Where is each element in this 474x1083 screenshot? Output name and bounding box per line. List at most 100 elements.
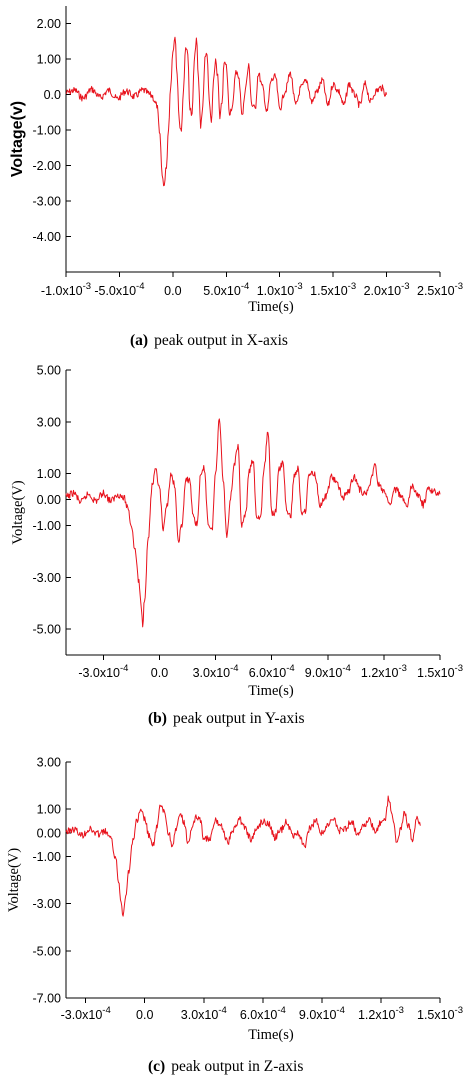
x-tick-label: 2.0x10-3 <box>364 281 410 298</box>
x-tick-label: 1.2x10-3 <box>358 1005 404 1022</box>
x-tick-label: 1.5x10-3 <box>417 663 463 680</box>
x-tick-label: 9.0x10-4 <box>305 663 351 680</box>
panel-caption: (a) peak output in X-axis <box>130 332 288 349</box>
x-tick-exponent: -3 <box>395 1005 403 1016</box>
x-tick-exponent: -3 <box>455 281 463 292</box>
x-tick-exponent: -3 <box>348 281 356 292</box>
y-axis-title: Voltage(V) <box>10 480 26 544</box>
x-tick-label: 5.0x10-4 <box>203 281 249 298</box>
panel-x-axis: 2.001.000.0-1.00-2.00-3.00-4.00-1.0x10-3… <box>9 6 463 349</box>
y-tick-label: -1.00 <box>33 124 62 138</box>
x-axis-title: Time(s) <box>248 299 294 315</box>
x-tick-label: 0.0 <box>164 284 181 298</box>
y-tick-label: -5.00 <box>33 944 62 958</box>
x-tick-base: 1.5x10 <box>417 1008 455 1022</box>
x-axis-title: Time(s) <box>248 683 294 699</box>
x-tick-base: 1.2x10 <box>358 1008 396 1022</box>
x-tick-exponent: -4 <box>241 281 249 292</box>
x-tick-label: 1.5x10-3 <box>310 281 356 298</box>
x-tick-base: 3.0x10 <box>181 1008 219 1022</box>
y-tick-label: -3.00 <box>33 195 62 209</box>
x-tick-base: -1.0x10 <box>41 284 83 298</box>
y-tick-label: -3.00 <box>33 897 62 911</box>
voltage-series-line <box>65 36 388 187</box>
panel-caption-text: peak output in Z-axis <box>171 1058 303 1075</box>
y-tick-label: 3.00 <box>37 756 61 770</box>
x-tick-base: 5.0x10 <box>203 284 241 298</box>
x-tick-label: 2.5x10-3 <box>417 281 463 298</box>
x-tick-base: 0.0 <box>136 1008 153 1022</box>
x-tick-exponent: -4 <box>230 663 238 674</box>
x-tick-label: -3.0x10-4 <box>78 663 128 680</box>
x-tick-label: 1.0x10-3 <box>257 281 303 298</box>
x-tick-exponent: -4 <box>218 1005 226 1016</box>
panel-letter: (b) <box>148 710 167 727</box>
x-tick-base: 9.0x10 <box>299 1008 337 1022</box>
x-tick-exponent: -3 <box>455 1005 463 1016</box>
y-axis-title: Voltage(v) <box>9 101 26 177</box>
y-tick-label: -5.00 <box>33 623 62 637</box>
x-tick-exponent: -4 <box>120 663 128 674</box>
x-tick-base: 0.0 <box>164 284 181 298</box>
x-tick-label: 0.0 <box>151 666 168 680</box>
panel-caption: (c) peak output in Z-axis <box>148 1058 303 1075</box>
x-tick-exponent: -4 <box>136 281 144 292</box>
y-tick-label: -3.00 <box>33 571 62 585</box>
x-tick-base: 1.0x10 <box>257 284 295 298</box>
y-axis-title: Voltage(V) <box>6 848 22 912</box>
y-tick-label: 1.00 <box>37 803 61 817</box>
panel-y-axis: 5.003.001.000.00-1.00-3.00-5.00-3.0x10-4… <box>10 364 463 728</box>
x-tick-base: 1.5x10 <box>310 284 348 298</box>
y-tick-label: 0.00 <box>37 826 61 840</box>
x-tick-base: -3.0x10 <box>61 1008 103 1022</box>
panel-z-axis: 3.001.000.00-1.00-3.00-5.00-7.00-3.0x10-… <box>6 756 463 1076</box>
panel-letter: (c) <box>148 1058 165 1075</box>
x-tick-base: 1.5x10 <box>417 666 455 680</box>
y-tick-label: -2.00 <box>33 159 62 173</box>
x-tick-base: 1.2x10 <box>361 666 399 680</box>
x-tick-label: 0.0 <box>136 1008 153 1022</box>
y-tick-label: 1.00 <box>37 467 61 481</box>
x-tick-base: 6.0x10 <box>249 666 287 680</box>
x-tick-base: -3.0x10 <box>78 666 120 680</box>
y-tick-label: 1.00 <box>37 53 61 67</box>
y-tick-label: 0.00 <box>37 493 61 507</box>
x-tick-base: 6.0x10 <box>240 1008 278 1022</box>
x-tick-label: -1.0x10-3 <box>41 281 91 298</box>
x-tick-exponent: -3 <box>83 281 91 292</box>
x-tick-label: 1.5x10-3 <box>417 1005 463 1022</box>
voltage-series-line <box>65 795 421 917</box>
y-tick-label: -7.00 <box>33 992 62 1006</box>
x-tick-exponent: -3 <box>398 663 406 674</box>
x-axis-title: Time(s) <box>248 1027 294 1043</box>
x-tick-label: 3.0x10-4 <box>181 1005 227 1022</box>
x-tick-base: 9.0x10 <box>305 666 343 680</box>
x-tick-base: -5.0x10 <box>94 284 136 298</box>
y-tick-label: -1.00 <box>33 850 62 864</box>
y-tick-label: 2.00 <box>37 17 61 31</box>
panel-letter: (a) <box>130 332 148 349</box>
y-tick-label: -4.00 <box>33 230 62 244</box>
voltage-series-line <box>65 418 441 628</box>
x-tick-base: 2.5x10 <box>417 284 455 298</box>
x-tick-base: 3.0x10 <box>193 666 231 680</box>
x-tick-label: 6.0x10-4 <box>249 663 295 680</box>
x-tick-exponent: -4 <box>342 663 350 674</box>
panel-caption-text: peak output in Y-axis <box>173 710 305 727</box>
x-tick-label: 9.0x10-4 <box>299 1005 345 1022</box>
x-tick-label: 3.0x10-4 <box>193 663 239 680</box>
x-tick-label: -3.0x10-4 <box>61 1005 111 1022</box>
x-tick-base: 0.0 <box>151 666 168 680</box>
panel-caption-text: peak output in X-axis <box>154 332 288 349</box>
y-tick-label: 0.0 <box>44 88 61 102</box>
x-tick-exponent: -4 <box>286 663 294 674</box>
x-tick-exponent: -4 <box>102 1005 110 1016</box>
x-tick-exponent: -4 <box>336 1005 344 1016</box>
panel-caption: (b) peak output in Y-axis <box>148 710 305 727</box>
y-tick-label: 5.00 <box>37 364 61 378</box>
x-tick-exponent: -3 <box>455 663 463 674</box>
x-tick-label: 6.0x10-4 <box>240 1005 286 1022</box>
x-tick-exponent: -3 <box>401 281 409 292</box>
x-tick-base: 2.0x10 <box>364 284 402 298</box>
